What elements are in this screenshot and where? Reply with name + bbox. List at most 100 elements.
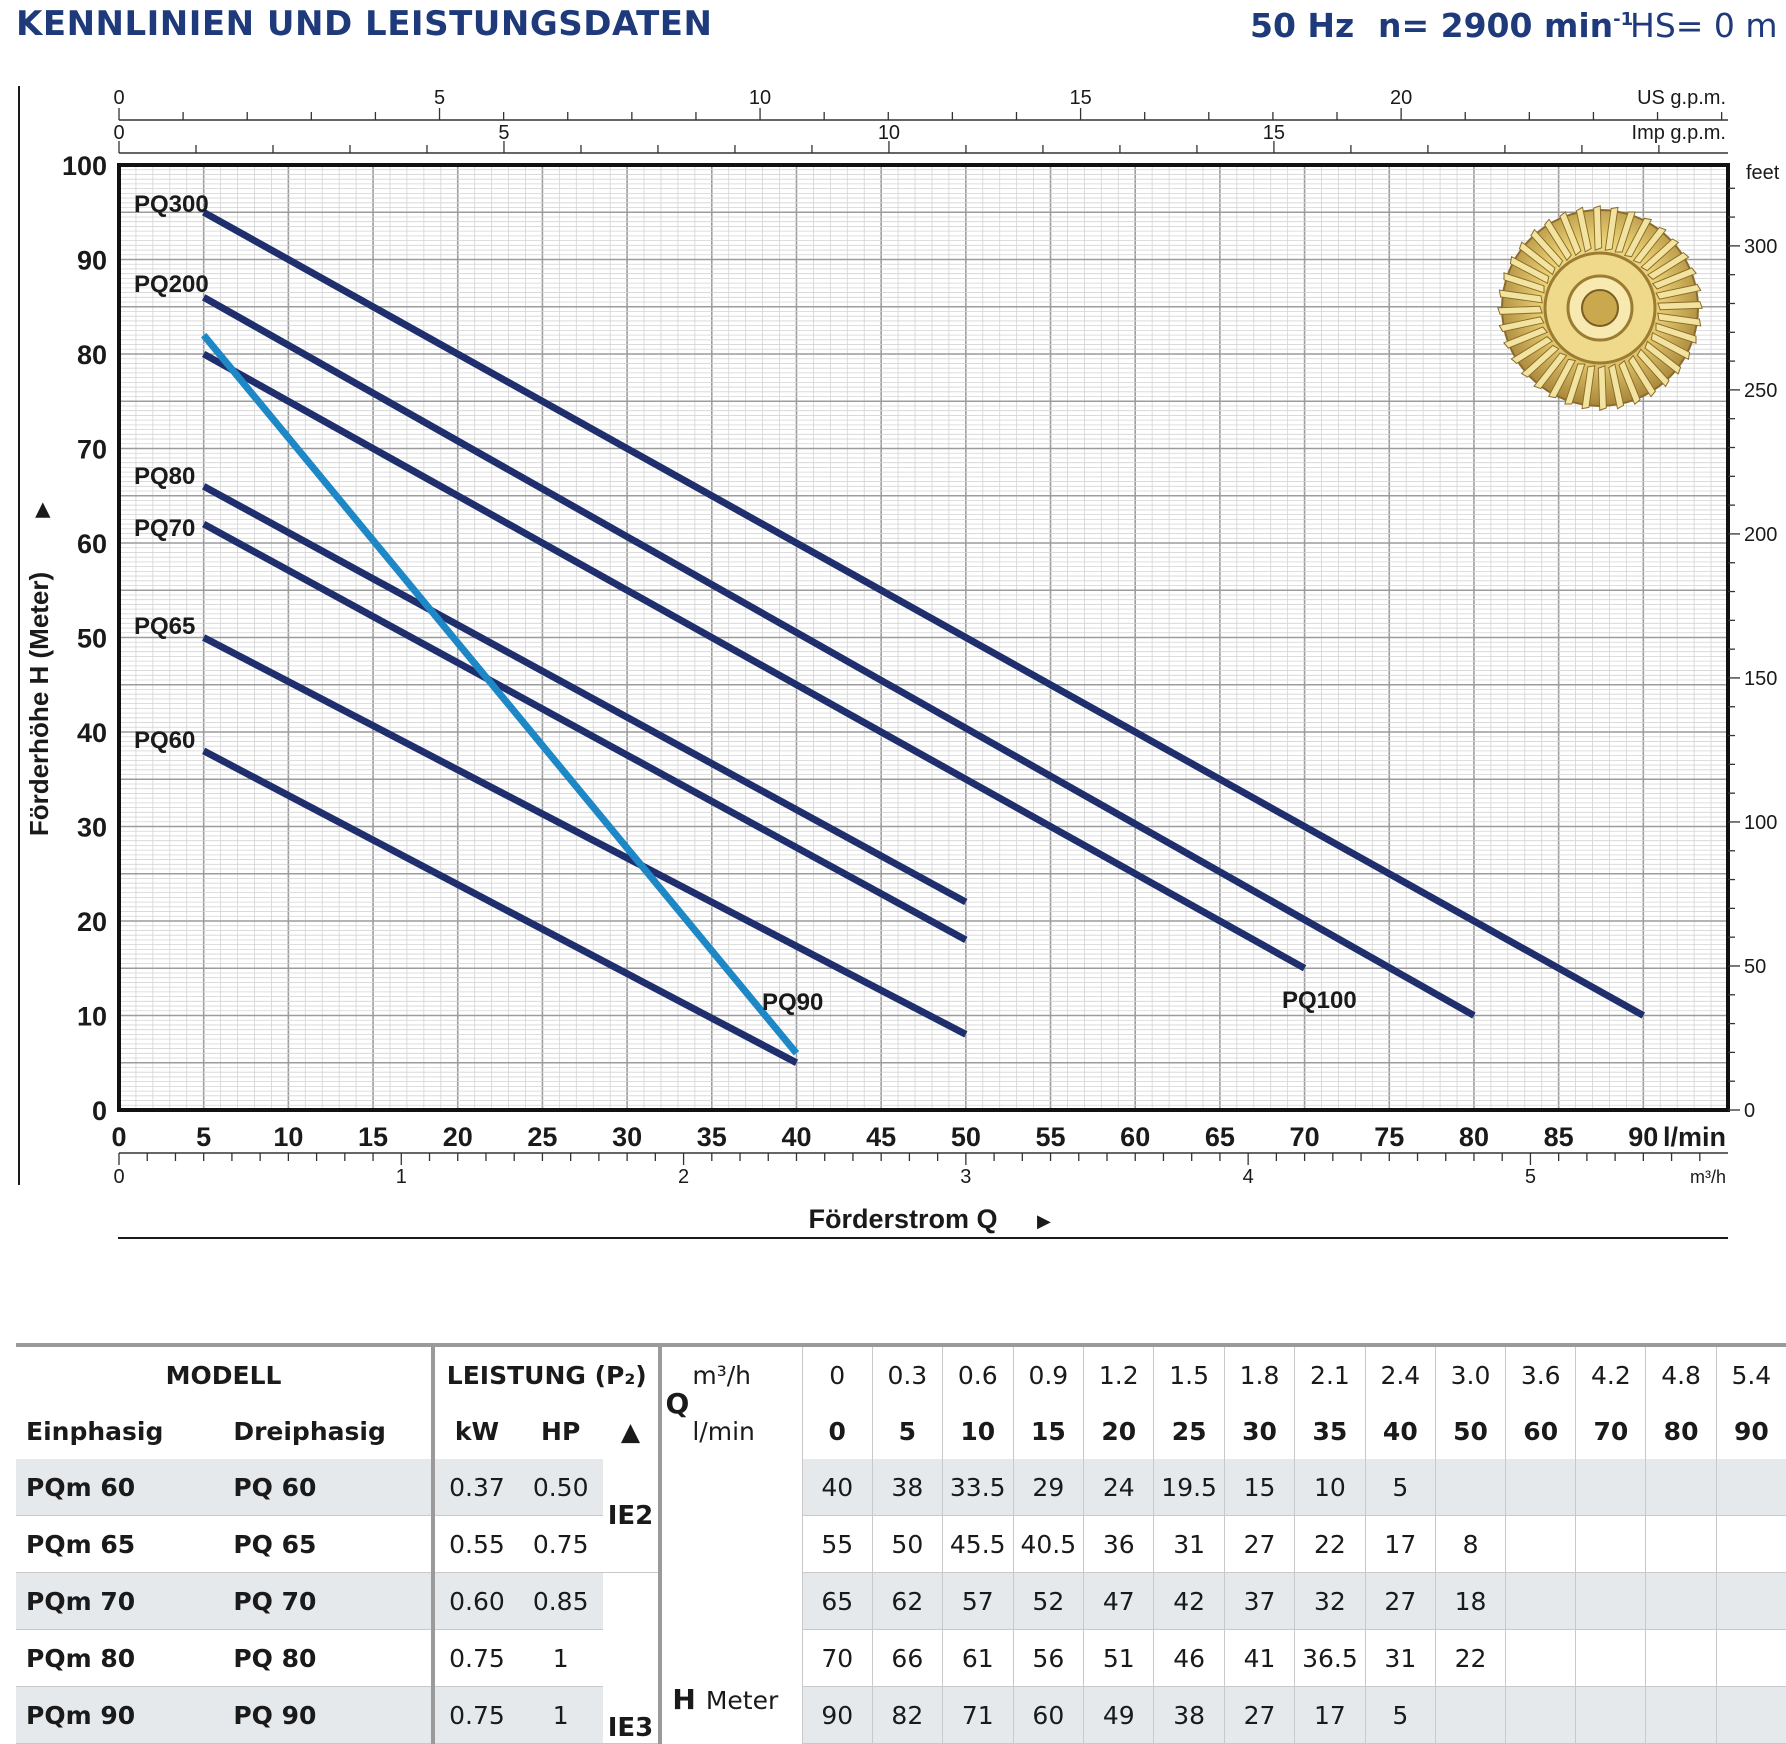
hp-value: 0.50 bbox=[518, 1459, 603, 1516]
q-m3h-cell: 5.4 bbox=[1715, 1343, 1786, 1403]
head-value-cell bbox=[1645, 1515, 1717, 1573]
impeller-blade bbox=[1533, 352, 1568, 390]
q-m3h-cell: 0 bbox=[801, 1343, 873, 1403]
dreiphasig-model: PQ 70 bbox=[223, 1572, 434, 1630]
head-value-cell: 51 bbox=[1083, 1629, 1154, 1687]
impeller-blade bbox=[1503, 326, 1549, 349]
head-value-cell bbox=[1505, 1515, 1576, 1573]
q-lmin-cell: 35 bbox=[1294, 1403, 1366, 1459]
hp-header: HP bbox=[541, 1416, 581, 1446]
h-label: H bbox=[672, 1682, 696, 1716]
chart-series: PQ300 PQ200 PQ100 PQ80 PQ70 PQ65 PQ60 PQ90 bbox=[134, 191, 1646, 1066]
head-value-cell: 40.5 bbox=[1012, 1515, 1084, 1573]
q-lmin-cell: 5 bbox=[871, 1403, 943, 1459]
impeller-blade bbox=[1655, 322, 1697, 344]
impeller-blade bbox=[1543, 218, 1572, 262]
hp-value: 0.85 bbox=[518, 1572, 603, 1630]
y-tick-label: 100 bbox=[62, 151, 107, 181]
impeller-blade bbox=[1657, 312, 1702, 327]
head-value-cell bbox=[1715, 1686, 1786, 1744]
q-m3h-cell: 0.6 bbox=[941, 1343, 1014, 1403]
impeller-blade bbox=[1564, 363, 1586, 405]
head-value-cell bbox=[1434, 1459, 1506, 1516]
performance-table: MODELL LEISTUNG (P₂) Q m³/h 0 0.3 0.6 0.… bbox=[16, 1343, 1786, 1744]
performance-table-container: MODELL LEISTUNG (P₂) Q m³/h 0 0.3 0.6 0.… bbox=[16, 1343, 1786, 1744]
us-gpm-tick-label: 10 bbox=[749, 87, 771, 109]
us-gpm-tick-label: 20 bbox=[1390, 87, 1412, 109]
head-value-cell bbox=[1645, 1572, 1717, 1630]
x-tick-label: 55 bbox=[1036, 1122, 1066, 1152]
impeller-blade bbox=[1618, 359, 1641, 405]
q-lmin-cell: 25 bbox=[1153, 1403, 1225, 1459]
head-value-cell: 5 bbox=[1364, 1686, 1436, 1744]
x-tick-label: 50 bbox=[951, 1122, 981, 1152]
head-value-cell: 38 bbox=[871, 1459, 943, 1516]
q-m3h-cell: 2.4 bbox=[1364, 1343, 1436, 1403]
head-value-cell: 5 bbox=[1364, 1459, 1436, 1516]
head-value-cell: 90 bbox=[801, 1686, 873, 1744]
q-unit-m3h: m³/h bbox=[692, 1343, 803, 1403]
q-lmin-cell: 30 bbox=[1223, 1403, 1295, 1459]
imp-gpm-unit-label: Imp g.p.m. bbox=[1632, 122, 1726, 144]
y-tick-label: 30 bbox=[77, 813, 107, 843]
impeller-blade bbox=[1636, 348, 1670, 388]
head-value-cell: 82 bbox=[871, 1686, 943, 1744]
q-unit-lmin: l/min bbox=[692, 1416, 755, 1446]
q-label: Q bbox=[658, 1343, 693, 1459]
chart-grid bbox=[118, 164, 1729, 1111]
h-unit: Meter bbox=[705, 1685, 779, 1715]
x-tick-label: 25 bbox=[527, 1122, 557, 1152]
series-line-pq300 bbox=[201, 209, 1646, 1019]
head-value-cell bbox=[1505, 1629, 1576, 1687]
impeller-image bbox=[1497, 205, 1703, 411]
impeller-blade bbox=[1559, 211, 1582, 257]
page-header: KENNLINIEN UND LEISTUNGSDATEN 50 Hz n= 2… bbox=[0, 0, 1786, 60]
kw-value: 0.55 bbox=[431, 1515, 519, 1573]
impeller-blade bbox=[1518, 241, 1556, 276]
head-value-cell: 18 bbox=[1434, 1572, 1506, 1630]
impeller-blade bbox=[1650, 331, 1691, 361]
x-tick-label: 60 bbox=[1120, 1122, 1150, 1152]
q-lmin-cell: 15 bbox=[1012, 1403, 1084, 1459]
q-m3h-cell: 3.6 bbox=[1505, 1343, 1576, 1403]
x-tick-label: 45 bbox=[866, 1122, 896, 1152]
head-value-cell: 61 bbox=[941, 1629, 1014, 1687]
head-value-cell: 22 bbox=[1294, 1515, 1366, 1573]
q-m3h-cell: 2.1 bbox=[1294, 1343, 1366, 1403]
q-lmin-cell: 40 bbox=[1364, 1403, 1436, 1459]
impeller-blade bbox=[1628, 354, 1657, 398]
impeller-blade bbox=[1632, 226, 1667, 264]
m3h-tick-label: 2 bbox=[678, 1166, 689, 1188]
y-tick-label: 0 bbox=[92, 1096, 107, 1126]
x-tick-label: 70 bbox=[1290, 1122, 1320, 1152]
head-value-cell: 56 bbox=[1012, 1629, 1084, 1687]
x-tick-label: 5 bbox=[196, 1122, 211, 1152]
einphasig-model: PQm 70 bbox=[16, 1572, 224, 1630]
head-value-cell: 37 bbox=[1223, 1572, 1295, 1630]
table-row: PQm 80 PQ 80 0.75 1 70 66 61 56 51 46 41 36.5 31 22 bbox=[16, 1629, 1786, 1687]
impeller-blade bbox=[1614, 211, 1636, 253]
impeller-blade bbox=[1575, 206, 1592, 253]
kw-value: 0.37 bbox=[431, 1459, 519, 1516]
y-tick-label: 10 bbox=[77, 1002, 107, 1032]
series-label-pq70: PQ70 bbox=[134, 515, 195, 542]
q-lmin-cell: 20 bbox=[1083, 1403, 1154, 1459]
head-value-cell: 31 bbox=[1364, 1629, 1436, 1687]
series-line-pq65 bbox=[202, 634, 968, 1038]
impeller-blade bbox=[1646, 251, 1690, 280]
head-value-cell bbox=[1434, 1686, 1506, 1744]
table-row: PQm 60 PQ 60 0.37 0.50 IE2 H Meter 40 38 33.5 29 24… bbox=[16, 1459, 1786, 1744]
kw-header: kW bbox=[431, 1403, 519, 1459]
impeller-blade bbox=[1581, 365, 1596, 410]
head-value-cell bbox=[1505, 1572, 1576, 1630]
head-value-cell bbox=[1715, 1572, 1786, 1630]
x-axis-title: Förderstrom Q bbox=[808, 1204, 997, 1234]
head-value-cell: 8 bbox=[1434, 1515, 1506, 1573]
frequency-label: 50 Hz bbox=[1250, 6, 1355, 45]
y-tick-label: 70 bbox=[77, 435, 107, 465]
x-tick-label: 65 bbox=[1205, 1122, 1235, 1152]
impeller-blade bbox=[1644, 340, 1682, 375]
series-label-pq200: PQ200 bbox=[134, 271, 209, 298]
q-m3h-cell: 1.2 bbox=[1083, 1343, 1154, 1403]
head-value-cell: 27 bbox=[1223, 1686, 1295, 1744]
